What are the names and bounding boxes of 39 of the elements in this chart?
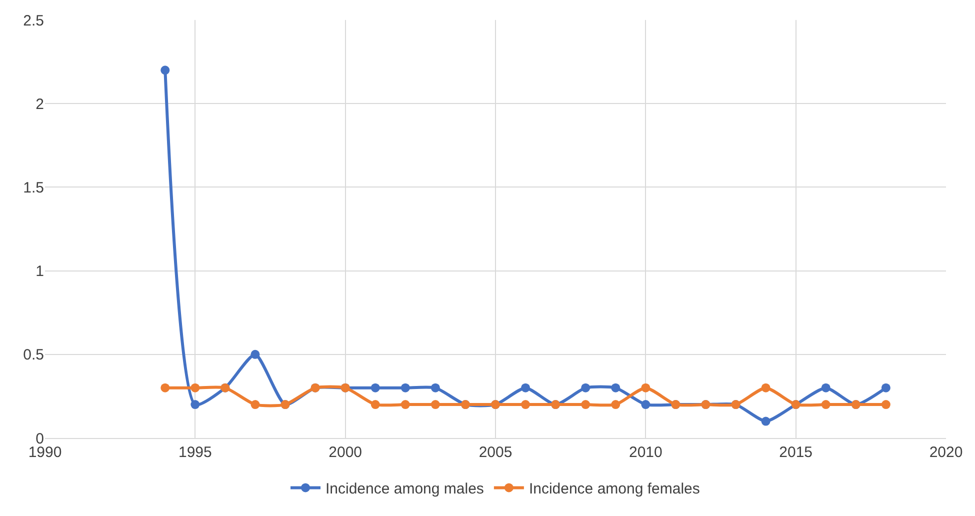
point bbox=[400, 400, 410, 410]
y-tick-label: 1 bbox=[36, 263, 44, 280]
point bbox=[641, 400, 650, 410]
point bbox=[581, 400, 590, 410]
point bbox=[581, 383, 590, 392]
y-tick-label: 2 bbox=[36, 96, 44, 113]
point bbox=[160, 66, 170, 75]
y-tick-label: 1.5 bbox=[23, 179, 44, 196]
legend-label: Incidence among females bbox=[528, 480, 700, 498]
y-tick-label: 0.5 bbox=[23, 346, 44, 364]
point bbox=[250, 400, 260, 410]
point bbox=[761, 416, 770, 426]
point bbox=[400, 383, 410, 392]
point bbox=[611, 400, 620, 410]
y-tick-label: 2.5 bbox=[23, 12, 44, 30]
point bbox=[641, 383, 650, 392]
x-tick-label: 1995 bbox=[178, 444, 212, 461]
point bbox=[521, 400, 530, 410]
point bbox=[761, 383, 770, 392]
point bbox=[881, 383, 890, 392]
point bbox=[250, 350, 260, 359]
point bbox=[521, 383, 530, 392]
x-tick-label: 2000 bbox=[328, 444, 362, 461]
point bbox=[160, 383, 170, 392]
point bbox=[190, 400, 200, 410]
point bbox=[430, 383, 440, 392]
point bbox=[611, 383, 620, 392]
point bbox=[430, 400, 440, 410]
x-tick-label: 2020 bbox=[929, 444, 963, 461]
legend-label: Incidence among males bbox=[326, 480, 484, 498]
point bbox=[370, 383, 380, 392]
point bbox=[821, 400, 830, 410]
point bbox=[821, 383, 830, 392]
point bbox=[190, 383, 200, 392]
point bbox=[881, 400, 890, 410]
x-tick-label: 2015 bbox=[779, 444, 813, 461]
point bbox=[370, 400, 380, 410]
x-tick-label: 2010 bbox=[628, 444, 662, 461]
x-tick-label: 2005 bbox=[478, 444, 512, 461]
